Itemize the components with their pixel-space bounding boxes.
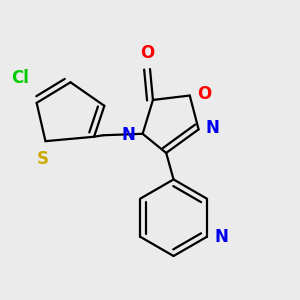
Text: S: S xyxy=(37,150,49,168)
Text: O: O xyxy=(197,85,212,103)
Text: N: N xyxy=(214,228,228,246)
Text: Cl: Cl xyxy=(11,69,29,87)
Text: O: O xyxy=(140,44,154,62)
Text: N: N xyxy=(206,119,220,137)
Text: N: N xyxy=(122,126,135,144)
